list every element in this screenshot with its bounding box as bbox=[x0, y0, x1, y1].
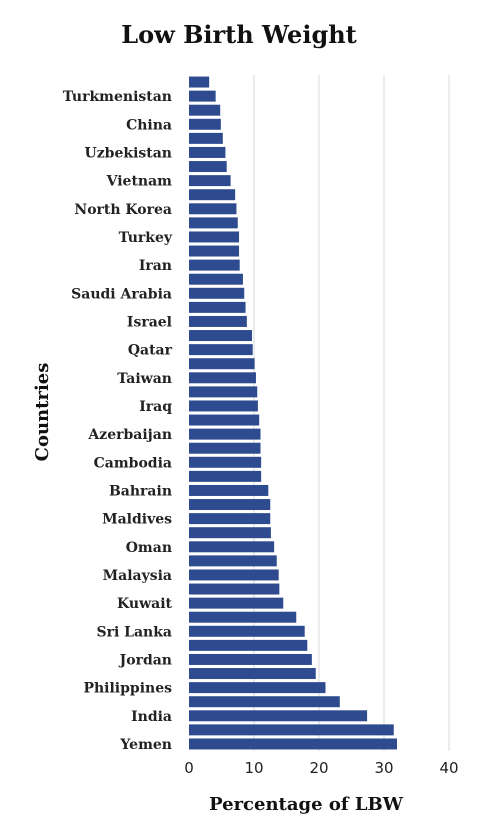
category-label: Uzbekistan bbox=[85, 145, 172, 161]
category-label: Vietnam bbox=[106, 174, 173, 190]
category-label: Maldives bbox=[102, 512, 172, 528]
bar bbox=[189, 499, 271, 511]
bar bbox=[189, 287, 245, 299]
category-label: Saudi Arabia bbox=[71, 286, 172, 302]
bar bbox=[189, 217, 238, 229]
bar bbox=[189, 639, 308, 651]
category-label: Qatar bbox=[128, 343, 173, 359]
bar bbox=[189, 358, 255, 370]
bar bbox=[189, 555, 277, 567]
bar bbox=[189, 513, 271, 525]
category-label: Philippines bbox=[83, 681, 172, 697]
bar bbox=[189, 682, 326, 694]
x-tick-label: 30 bbox=[374, 759, 393, 777]
category-label: China bbox=[126, 117, 172, 133]
bar bbox=[189, 161, 227, 173]
bar bbox=[189, 259, 240, 271]
category-labels: Yemen India Philippines Jordan Sri Lanka Kuwa… bbox=[63, 89, 173, 753]
category-label: Iraq bbox=[139, 399, 172, 415]
gridlines bbox=[253, 75, 450, 751]
bar bbox=[189, 484, 269, 496]
bar bbox=[189, 203, 237, 215]
bar bbox=[189, 611, 297, 623]
category-label: Turkey bbox=[119, 230, 173, 246]
category-label: Taiwan bbox=[117, 371, 172, 387]
x-tick-label: 20 bbox=[309, 759, 328, 777]
bar bbox=[189, 90, 216, 102]
category-label: Turkmenistan bbox=[63, 89, 172, 105]
bar bbox=[189, 541, 275, 553]
bar bbox=[189, 569, 279, 581]
bar bbox=[189, 132, 223, 144]
category-label: Cambodia bbox=[94, 455, 172, 471]
bar bbox=[189, 696, 340, 708]
bar bbox=[189, 400, 258, 412]
bar bbox=[189, 344, 253, 356]
x-tick-label: 40 bbox=[439, 759, 458, 777]
category-label: Azerbaijan bbox=[87, 427, 172, 443]
category-label: Kuwait bbox=[117, 596, 172, 612]
bar bbox=[189, 372, 256, 384]
category-label: Jordan bbox=[118, 652, 172, 668]
x-tick-label: 0 bbox=[184, 759, 194, 777]
bar bbox=[189, 146, 226, 158]
x-axis-title: Percentage of LBW bbox=[209, 794, 404, 815]
bar bbox=[189, 668, 316, 680]
category-label: India bbox=[131, 709, 172, 725]
bar bbox=[189, 653, 312, 665]
category-label: Malaysia bbox=[103, 568, 172, 584]
bar bbox=[189, 175, 231, 187]
bar bbox=[189, 597, 284, 609]
bar bbox=[189, 301, 246, 313]
category-label: Yemen bbox=[119, 737, 172, 753]
bar bbox=[189, 231, 240, 243]
bar bbox=[189, 386, 258, 398]
category-label: Oman bbox=[126, 540, 172, 556]
bar bbox=[189, 527, 271, 539]
bar bbox=[189, 724, 394, 736]
bar bbox=[189, 189, 236, 201]
category-label: Iran bbox=[139, 258, 172, 274]
bar bbox=[189, 414, 260, 426]
x-tick-label: 10 bbox=[244, 759, 263, 777]
bar bbox=[189, 118, 221, 130]
bar bbox=[189, 76, 210, 88]
bar bbox=[189, 738, 397, 750]
bar bbox=[189, 710, 368, 722]
category-label: Bahrain bbox=[109, 483, 172, 499]
category-label: Sri Lanka bbox=[96, 624, 172, 640]
bar bbox=[189, 470, 262, 482]
bar bbox=[189, 104, 221, 116]
bar bbox=[189, 330, 253, 342]
chart-title: Low Birth Weight bbox=[121, 20, 357, 49]
bar bbox=[189, 456, 262, 468]
y-axis-title: Countries bbox=[32, 363, 53, 462]
bar bbox=[189, 583, 280, 595]
category-label: North Korea bbox=[74, 202, 172, 218]
category-label: Israel bbox=[127, 314, 172, 330]
bar bbox=[189, 245, 240, 257]
bar bbox=[189, 315, 247, 327]
bar bbox=[189, 442, 261, 454]
x-tick-labels: 0 10 20 30 40 bbox=[184, 759, 458, 777]
bar bbox=[189, 428, 261, 440]
bar bbox=[189, 625, 305, 637]
bars bbox=[189, 76, 397, 750]
bar bbox=[189, 273, 243, 285]
